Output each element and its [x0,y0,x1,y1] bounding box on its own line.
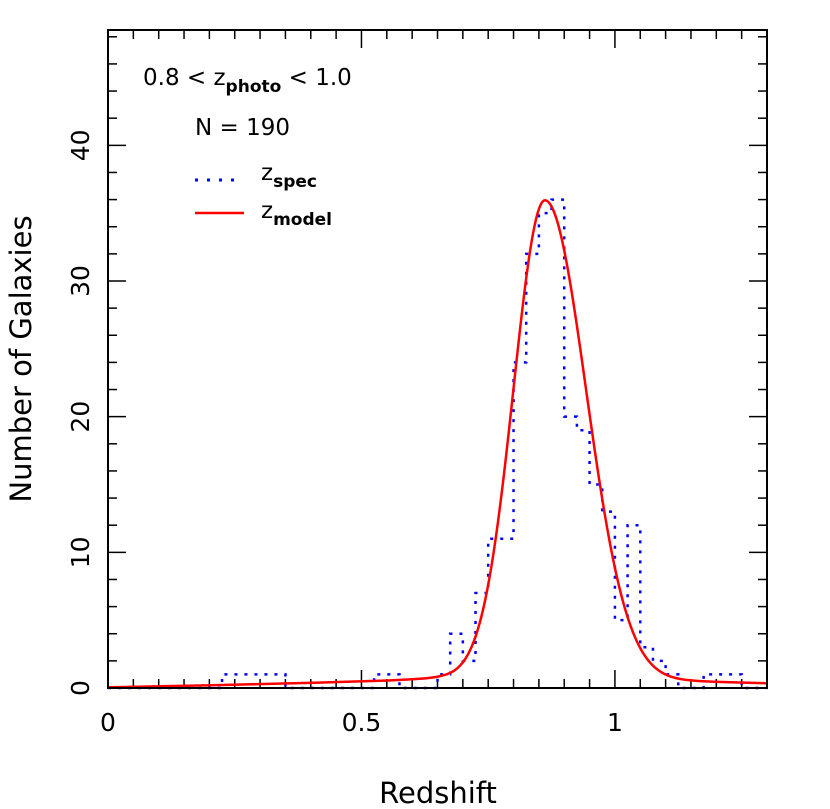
selection-subscript: photo [226,77,282,97]
x-tick-label: 0.5 [342,708,382,737]
x-tick-label: 0 [100,708,116,737]
legend-model-name: z [261,198,273,224]
legend-spec-label: zspec [261,160,317,192]
selection-tail: < 1.0 [281,65,351,91]
legend: zspec zmodel [195,160,332,230]
y-tick-label: 0 [66,680,95,696]
legend-model-subscript: model [273,210,332,230]
y-tick-label: 40 [66,129,95,161]
plot-frame [107,29,768,689]
legend-model-label: zmodel [261,198,332,230]
x-tick-label: 1 [607,708,623,737]
legend-spec-subscript: spec [273,172,317,192]
y-tick-labels: 0 10 20 30 40 [66,129,95,696]
y-tick-label: 30 [66,265,95,297]
selection-annotation: 0.8 < zphoto < 1.0 [143,65,352,97]
model-curve-line [107,199,768,689]
data-series [107,198,768,690]
x-axis-title: Redshift [379,776,497,809]
y-tick-label: 10 [66,536,95,568]
y-axis-title: Number of Galaxies [4,215,38,502]
x-tick-labels: 0 0.5 1 [100,708,623,737]
count-annotation: N = 190 [195,115,290,141]
selection-lead: 0.8 < z [143,65,226,91]
y-tick-label: 20 [66,401,95,433]
legend-spec-name: z [261,160,273,186]
spec-histogram-line [108,198,767,690]
